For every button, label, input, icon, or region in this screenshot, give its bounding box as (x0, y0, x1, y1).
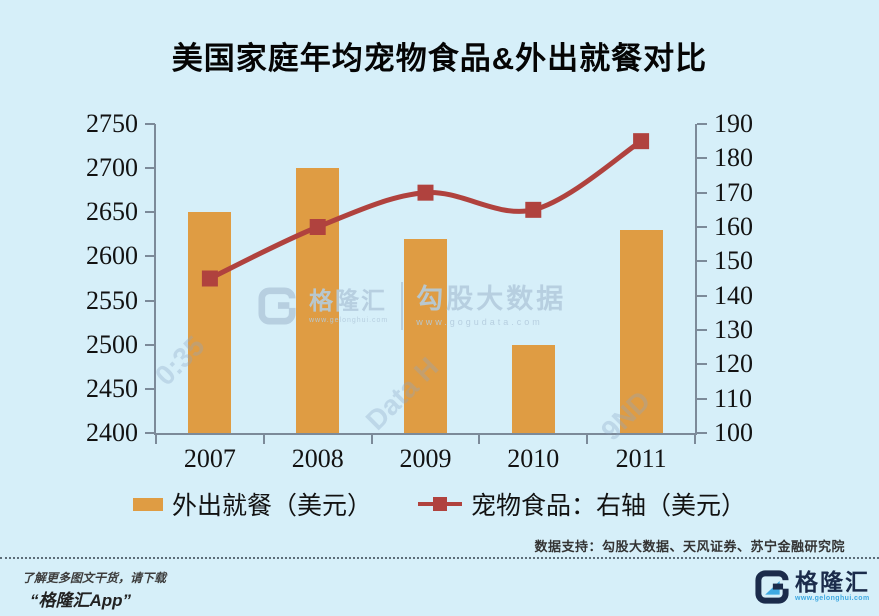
watermark-divider (401, 282, 404, 330)
y-axis-right-label: 180 (714, 143, 753, 173)
y-axis-left-tick (145, 255, 155, 258)
y-axis-right-tick (697, 397, 707, 400)
watermark-product-block: 勾股大数据 www.gogudata.com (416, 284, 567, 328)
y-axis-right-label: 170 (714, 177, 753, 207)
y-axis-left-label: 2450 (86, 373, 138, 403)
y-axis-left (154, 124, 156, 433)
gelonghui-logo-url: www.gelonghui.com (795, 595, 870, 602)
x-axis-label-2008: 2008 (291, 444, 344, 473)
gelonghui-logo: 格隆汇 www.gelonghui.com (755, 570, 870, 604)
y-axis-right-label: 150 (714, 246, 753, 276)
y-axis-left-label: 2400 (86, 418, 138, 447)
x-axis-label-2009: 2009 (399, 444, 452, 473)
watermark-product-text: 勾股大数据 (416, 284, 567, 314)
bar-2007 (188, 212, 232, 433)
footer-divider (0, 557, 879, 559)
y-axis-left-tick (145, 211, 155, 214)
y-axis-left-tick (145, 299, 155, 302)
x-axis-label-2011: 2011 (615, 444, 667, 473)
y-axis-right-label: 120 (714, 349, 753, 379)
y-axis-left-label: 2550 (86, 285, 138, 315)
watermark-brand-block: 格隆汇 www.gelonghui.com (309, 287, 389, 324)
y-axis-left-label: 2700 (86, 153, 138, 183)
y-axis-right-tick (697, 260, 707, 263)
legend-label-pet-food: 宠物食品：右轴（美元） (471, 493, 747, 520)
y-axis-left-tick (145, 432, 155, 434)
x-axis-tick (586, 435, 589, 444)
y-axis-right-tick (697, 363, 707, 366)
footer-promo-line2: “格隆汇App” (30, 591, 132, 610)
y-axis-right-tick (697, 191, 707, 194)
y-axis-right (695, 124, 697, 433)
bar-2009 (404, 238, 447, 433)
y-axis-right-label: 190 (714, 109, 753, 138)
line-path (207, 138, 644, 281)
line-marker-2011 (633, 133, 650, 150)
x-axis-tick (262, 435, 265, 444)
line-marker-2007 (201, 270, 218, 287)
y-axis-right-tick (697, 157, 707, 160)
bar-2010 (511, 344, 555, 433)
x-axis (154, 433, 697, 435)
y-axis-right-label: 100 (714, 418, 753, 447)
y-axis-left-tick (145, 167, 155, 170)
x-axis-tick (370, 435, 373, 444)
watermark-brand-url: www.gelonghui.com (309, 316, 389, 324)
center-watermark: 格隆汇 www.gelonghui.com 勾股大数据 www.gogudata… (258, 282, 566, 330)
y-axis-right-tick (697, 432, 707, 434)
y-axis-right-label: 110 (714, 383, 753, 413)
bar-2008 (296, 168, 340, 433)
line-marker-2010 (525, 201, 542, 218)
legend-bar-swatch (132, 497, 163, 511)
legend-line-marker (433, 497, 447, 511)
gelonghui-logo-text: 格隆汇 (795, 569, 870, 595)
y-axis-left-label: 2500 (86, 329, 138, 359)
y-axis-left-label: 2650 (86, 197, 138, 227)
footer-promo-line1: 了解更多图文干货，请下载 (22, 571, 167, 585)
gelonghui-logo-icon (258, 287, 296, 325)
y-axis-right-label: 160 (714, 212, 753, 241)
legend: 外出就餐（美元） 宠物食品：右轴（美元） (0, 486, 879, 522)
y-axis-right-tick (697, 123, 707, 125)
x-axis-label-2007: 2007 (183, 444, 236, 473)
legend-label-dining-out: 外出就餐（美元） (171, 493, 372, 520)
x-axis-label-2010: 2010 (507, 444, 560, 473)
y-axis-right-tick (697, 226, 707, 228)
bar-2011 (619, 229, 663, 433)
watermark-product-url: www.gogudata.com (416, 317, 543, 327)
y-axis-left-tick (145, 123, 155, 125)
y-axis-right-label: 140 (714, 280, 753, 310)
watermark-brand-text: 格隆汇 (309, 287, 387, 315)
gelonghui-logo-text-block: 格隆汇 www.gelonghui.com (795, 570, 870, 602)
line-marker-2008 (309, 219, 326, 235)
y-axis-left-tick (145, 387, 155, 390)
y-axis-right-tick (697, 329, 707, 331)
x-axis-tick (694, 435, 696, 444)
gelonghui-logo-icon (755, 570, 789, 604)
y-axis-left-label: 2750 (86, 109, 138, 138)
chart-title: 美国家庭年均宠物食品&外出就餐对比 (171, 41, 708, 76)
x-axis-tick (478, 435, 481, 444)
legend-item-dining-out: 外出就餐（美元） (132, 486, 372, 522)
x-axis-tick (155, 435, 157, 444)
y-axis-right-label: 130 (714, 315, 753, 344)
line-marker-2009 (417, 184, 434, 201)
y-axis-left-label: 2600 (86, 241, 138, 271)
legend-line-swatch (418, 497, 462, 511)
data-source-note: 数据支持：勾股大数据、天风证券、苏宁金融研究院 (534, 539, 845, 554)
legend-item-pet-food: 宠物食品：右轴（美元） (418, 486, 746, 522)
line-series (201, 133, 650, 287)
y-axis-right-tick (697, 294, 707, 297)
y-axis-left-tick (145, 343, 155, 346)
